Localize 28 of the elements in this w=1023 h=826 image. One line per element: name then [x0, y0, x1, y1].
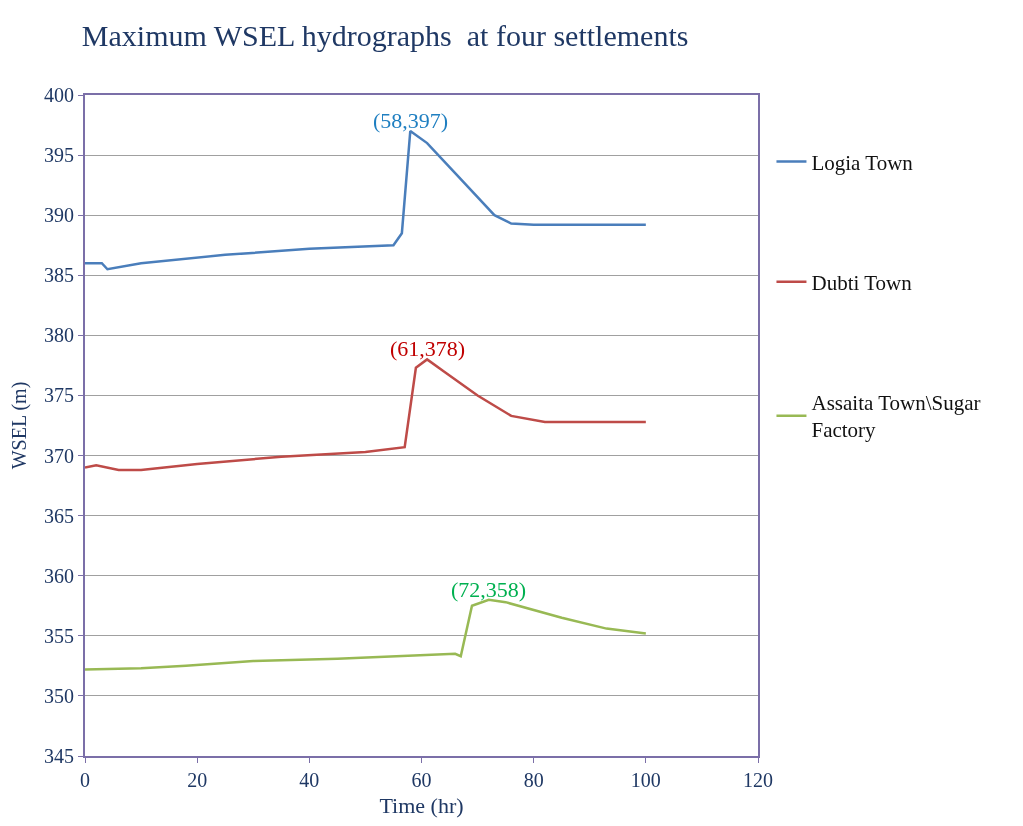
y-tick-label: 395: [44, 144, 74, 167]
legend-label: Dubti Town: [811, 270, 913, 295]
y-tick-label: 365: [44, 504, 74, 527]
y-tick-label: 355: [44, 624, 74, 647]
x-tick-label: 80: [523, 769, 544, 791]
legend-label: Assaita Town\Sugar Factory: [811, 391, 981, 443]
y-tick-label: 350: [44, 684, 74, 707]
x-tick-label: 0: [80, 769, 90, 791]
y-tick-label: 345: [44, 745, 74, 767]
y-tick-label: 380: [44, 324, 74, 347]
chart-title: Maximum WSEL hydrographs at four settlements: [81, 18, 689, 52]
y-tick-label: 370: [44, 444, 74, 467]
y-tick-label: 400: [44, 84, 74, 106]
y-tick-label: 375: [44, 384, 74, 407]
x-axis-title: Time (hr): [379, 793, 464, 819]
annotation: (58,397): [373, 108, 449, 133]
y-tick-label: 385: [44, 264, 74, 287]
x-tick-label: 40: [299, 769, 320, 791]
y-tick-label: 390: [44, 204, 74, 227]
x-tick-label: 60: [411, 769, 432, 791]
x-tick-label: 100: [630, 769, 661, 791]
x-tick-label: 120: [743, 769, 773, 791]
legend-label: Logia Town: [811, 150, 914, 175]
y-axis-title: WSEL (m): [8, 381, 31, 470]
annotation: (61,378): [390, 336, 466, 361]
annotation: (72,358): [451, 577, 527, 602]
x-tick-label: 20: [187, 769, 208, 791]
y-tick-label: 360: [44, 564, 74, 587]
